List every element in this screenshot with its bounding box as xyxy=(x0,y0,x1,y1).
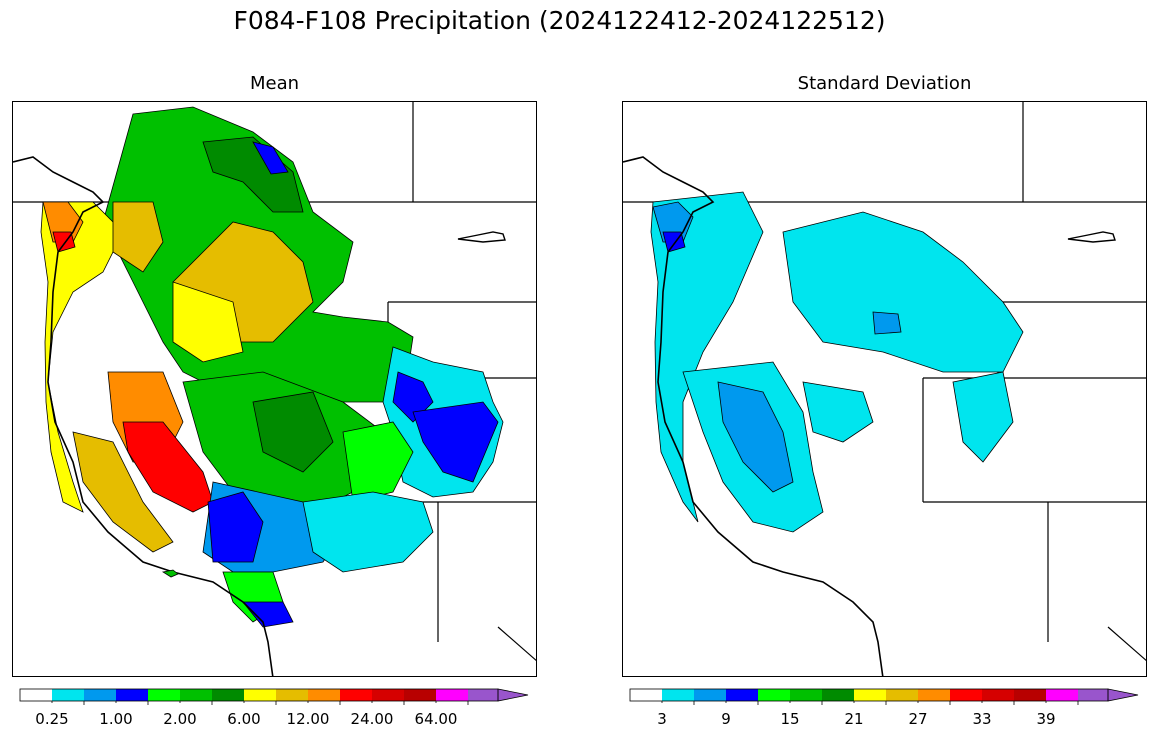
region-wasatch xyxy=(342,421,414,503)
std-map xyxy=(622,101,1147,677)
std-colorbar xyxy=(629,688,1140,707)
std-map-canvas xyxy=(623,102,1146,676)
colorbar-segment xyxy=(148,689,180,701)
coastline xyxy=(13,156,274,676)
colorbar-tick-label: 12.00 xyxy=(286,710,330,728)
region-yellowstone xyxy=(872,311,902,335)
colorbar-segment xyxy=(950,689,982,701)
region-san-bernardino xyxy=(242,601,294,628)
colorbar-tick-label: 0.25 xyxy=(35,710,69,728)
colorbar-segment xyxy=(694,689,726,701)
colorbar-segment xyxy=(758,689,790,701)
colorbar-segment xyxy=(790,689,822,701)
colorbar-tick-label: 24.00 xyxy=(350,710,394,728)
region-oregon-coast xyxy=(40,201,124,513)
colorbar-extend-arrow xyxy=(1107,688,1139,702)
colorbar-segment xyxy=(404,689,436,701)
coastline xyxy=(623,156,884,676)
region-central-sierra xyxy=(717,381,794,493)
colorbar-tick-label: 9 xyxy=(721,710,731,728)
figure-title: F084-F108 Precipitation (2024122412-2024… xyxy=(233,6,886,35)
colorbar-tick-label: 6.00 xyxy=(227,710,261,728)
colorbar-segment xyxy=(244,689,276,701)
colorbar-tick-label: 39 xyxy=(1036,710,1056,728)
std-regions xyxy=(650,191,1024,533)
region-nevada-ranges xyxy=(252,391,334,473)
colorbar-tick-label: 1.00 xyxy=(99,710,133,728)
region-oregon-cascades xyxy=(172,281,244,363)
colorbar-extend-arrow xyxy=(497,688,529,702)
colorbar-segment xyxy=(276,689,308,701)
region-colorado-rockies xyxy=(412,401,499,483)
mean-colorbar xyxy=(19,688,530,707)
colorbar-tick-label: 27 xyxy=(908,710,928,728)
colorbar-segment xyxy=(662,689,694,701)
colorbar-segment xyxy=(180,689,212,701)
mean-map xyxy=(12,101,537,677)
colorbar-segment xyxy=(630,689,662,701)
colorbar-outline xyxy=(19,688,499,702)
colorbar-segment xyxy=(982,689,1014,701)
lake-winnipeg-outline xyxy=(457,231,506,243)
colorbar-outline xyxy=(629,688,1109,702)
colorbar-segment xyxy=(340,689,372,701)
colorbar-segment xyxy=(372,689,404,701)
colorbar-segment xyxy=(468,689,498,701)
colorbar-tick-label: 33 xyxy=(972,710,992,728)
mean-colorbar-canvas xyxy=(19,688,529,705)
colorbar-segment xyxy=(212,689,244,701)
colorbar-segment xyxy=(20,689,52,701)
lake-winnipeg-outline xyxy=(1067,231,1116,243)
region-central-sierra xyxy=(122,421,214,513)
precip-regions xyxy=(40,106,504,628)
region-arizona-rim xyxy=(302,491,434,573)
colorbar-segment xyxy=(886,689,918,701)
region-nevada-ranges xyxy=(802,381,874,443)
colorbar-segment xyxy=(918,689,950,701)
colorbar-segment xyxy=(1014,689,1046,701)
region-transverse-ranges xyxy=(207,491,264,563)
colorbar-segment xyxy=(822,689,854,701)
region-puget-lowlands xyxy=(112,201,164,273)
colorbar-segment xyxy=(308,689,340,701)
std-colorbar-canvas xyxy=(629,688,1139,705)
colorbar-tick-label: 3 xyxy=(657,710,667,728)
colorbar-tick-label: 21 xyxy=(844,710,864,728)
mean-panel-title: Mean xyxy=(249,73,300,94)
channel-islands xyxy=(161,569,179,578)
mean-map-canvas xyxy=(13,102,536,676)
colorbar-segment xyxy=(1078,689,1108,701)
colorbar-segment xyxy=(436,689,468,701)
std-panel-title: Standard Deviation xyxy=(797,73,972,94)
colorbar-segment xyxy=(726,689,758,701)
region-utah-mountains xyxy=(952,371,1014,463)
colorbar-segment xyxy=(1046,689,1078,701)
region-oregon-coast xyxy=(650,191,764,523)
region-northern-rockies-peak xyxy=(252,141,289,175)
colorbar-segment xyxy=(84,689,116,701)
colorbar-segment xyxy=(52,689,84,701)
colorbar-tick-label: 64.00 xyxy=(414,710,458,728)
region-northern-rockies xyxy=(782,211,1024,373)
colorbar-tick-label: 15 xyxy=(780,710,800,728)
colorbar-segment xyxy=(854,689,886,701)
region-northern-california xyxy=(72,431,174,553)
region-northern-rockies xyxy=(202,136,304,213)
colorbar-segment xyxy=(116,689,148,701)
colorbar-tick-label: 2.00 xyxy=(163,710,197,728)
